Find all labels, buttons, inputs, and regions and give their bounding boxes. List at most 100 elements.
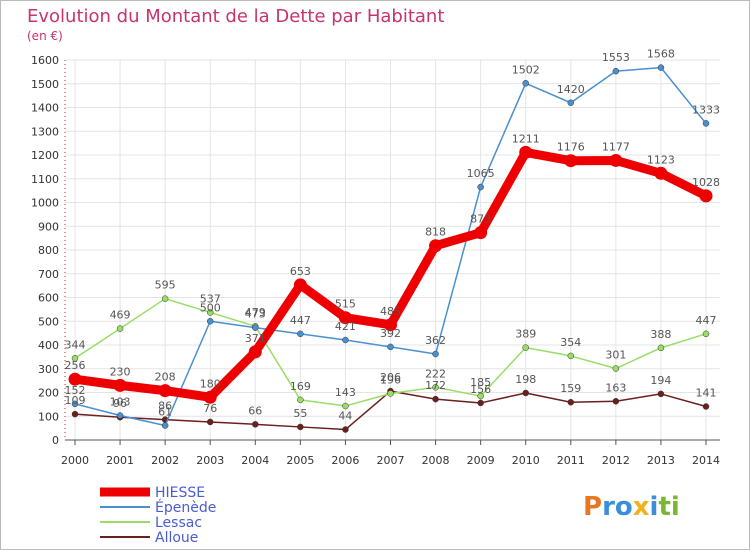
legend-label: Alloue: [155, 530, 198, 546]
data-label: 1065: [467, 167, 495, 180]
chart-title: Evolution du Montant de la Dette par Hab…: [27, 6, 444, 27]
data-label: 1177: [602, 140, 630, 153]
data-label: 1553: [602, 51, 630, 64]
data-label: 479: [245, 306, 266, 319]
y-tick-label: 700: [38, 268, 59, 281]
y-tick-label: 1400: [31, 102, 59, 115]
data-label: 163: [605, 381, 626, 394]
data-label: 371: [245, 332, 266, 345]
legend-label: Lessac: [155, 515, 202, 531]
data-point: [206, 309, 214, 316]
data-label: 595: [155, 279, 176, 292]
data-label: 44: [338, 410, 352, 423]
data-label: 818: [425, 226, 446, 239]
legend-label: Épenède: [155, 499, 216, 516]
data-point: [519, 145, 533, 159]
data-label: 1333: [692, 103, 720, 116]
data-label: 473: [245, 308, 266, 321]
y-tick-label: 1600: [31, 54, 59, 67]
data-label: 301: [605, 349, 626, 362]
y-tick-label: 100: [38, 410, 59, 423]
data-point: [477, 399, 484, 407]
data-label: 194: [650, 374, 671, 387]
data-point: [567, 99, 575, 106]
data-point: [699, 189, 713, 203]
data-point: [657, 344, 665, 352]
data-point: [342, 336, 349, 344]
data-label: 222: [425, 367, 446, 380]
data-label: 389: [515, 328, 536, 341]
data-label: 1028: [692, 176, 720, 189]
y-tick-label: 400: [38, 339, 59, 352]
y-tick-label: 800: [38, 244, 59, 257]
series-alloue: [71, 387, 710, 433]
data-label: 1211: [512, 132, 540, 145]
x-tick-label: 2005: [286, 454, 314, 467]
data-label: 198: [515, 373, 536, 386]
data-point: [338, 311, 352, 325]
data-point: [564, 154, 578, 168]
data-labels: 109 96 86 76 66 55 44 206 172 156 198 159 163 194 141 3…: [65, 48, 721, 423]
data-label: 61: [158, 406, 172, 419]
data-label: 156: [470, 383, 491, 396]
x-tick-label: 2008: [422, 454, 450, 467]
x-tick-label: 2012: [602, 454, 630, 467]
logo-text: Proxiti: [583, 492, 680, 522]
data-point: [609, 153, 623, 167]
x-tick-label: 2006: [331, 454, 359, 467]
data-point: [657, 390, 665, 398]
data-label: 354: [560, 336, 581, 349]
data-point: [71, 355, 79, 362]
y-tick-label: 200: [38, 387, 59, 400]
data-label: 96: [113, 397, 127, 410]
series-layer: [68, 64, 713, 433]
data-point: [567, 352, 575, 360]
data-point: [432, 395, 439, 403]
y-tick-label: 1500: [31, 78, 59, 91]
data-point: [387, 390, 394, 397]
x-tick-label: 2002: [151, 454, 179, 467]
data-label: 185: [470, 376, 491, 389]
data-point: [116, 412, 124, 419]
data-label: 159: [560, 382, 581, 395]
data-point: [567, 398, 575, 406]
data-label: 103: [110, 396, 131, 409]
data-point: [657, 64, 665, 71]
data-label: 169: [290, 380, 311, 393]
data-point: [342, 402, 349, 410]
data-point: [206, 418, 214, 426]
data-label: 141: [696, 387, 717, 400]
data-label: 196: [380, 373, 401, 386]
data-label: 180: [200, 377, 221, 390]
data-point: [203, 390, 217, 404]
x-tick-label: 2011: [557, 454, 585, 467]
y-tick-label: 300: [38, 363, 59, 376]
data-label: 344: [65, 338, 86, 351]
data-label: 653: [290, 265, 311, 278]
data-label: 208: [155, 371, 176, 384]
data-label: 76: [203, 402, 217, 415]
data-label: 500: [200, 301, 221, 314]
data-label: 469: [110, 309, 131, 322]
data-point: [161, 295, 169, 302]
data-label: 230: [110, 365, 131, 378]
data-point: [206, 318, 214, 325]
data-point: [612, 67, 620, 75]
data-point: [113, 378, 127, 392]
legend-label: HIESSE: [155, 485, 205, 501]
x-tick-label: 2000: [61, 454, 89, 467]
x-tick-label: 2004: [241, 454, 269, 467]
data-label: 537: [200, 292, 221, 305]
y-tick-label: 900: [38, 220, 59, 233]
data-label: 256: [65, 359, 86, 372]
data-label: 109: [65, 394, 86, 407]
x-tick-label: 2010: [512, 454, 540, 467]
data-label: 1568: [647, 48, 675, 61]
data-point: [477, 183, 484, 191]
data-point: [342, 426, 349, 433]
series-hiesse: [68, 145, 713, 404]
proxiti-logo: Proxiti: [583, 492, 680, 522]
data-point: [71, 410, 79, 418]
